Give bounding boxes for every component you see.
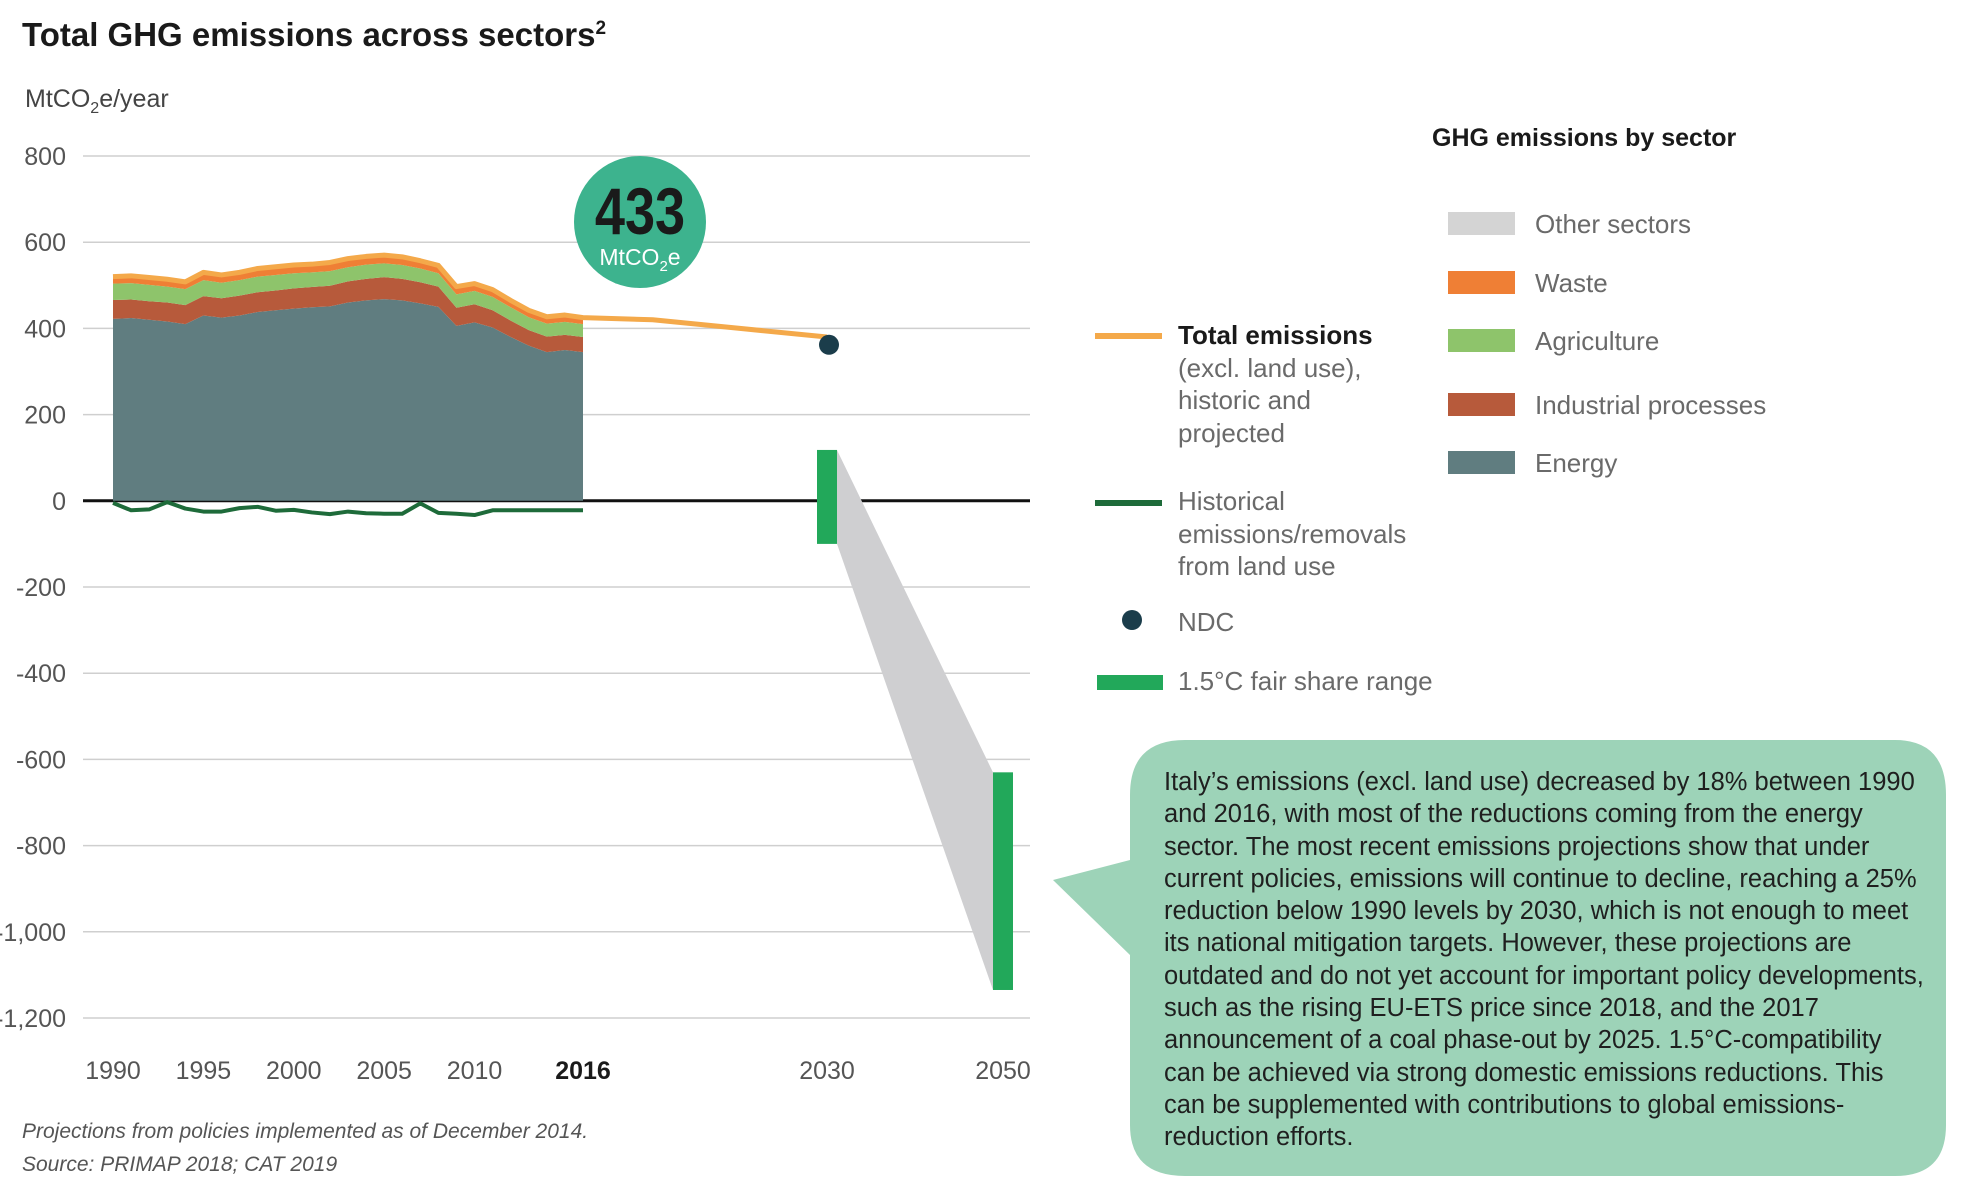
legend-ndc-marker bbox=[1122, 610, 1142, 630]
y-tick-label: -200 bbox=[16, 574, 66, 602]
legend-total-label: Total emissions (excl. land use), histori… bbox=[1178, 320, 1373, 448]
badge-unit: MtCO2e bbox=[599, 244, 680, 275]
y-tick-label: -800 bbox=[16, 833, 66, 861]
legend-ndc-label: NDC bbox=[1178, 607, 1235, 637]
land-use-line bbox=[112, 500, 583, 518]
y-tick-label: 400 bbox=[24, 315, 66, 343]
y-tick-label: 800 bbox=[24, 143, 66, 171]
legend-fair-share-marker bbox=[1097, 675, 1163, 690]
callout-bubble bbox=[1053, 740, 1946, 1176]
legend-land-use-label: Historical emissions/removals from land … bbox=[1178, 486, 1407, 581]
sector-label: Agriculture bbox=[1535, 326, 1660, 356]
x-tick-label: 1995 bbox=[176, 1057, 232, 1085]
x-tick-label: 1990 bbox=[85, 1057, 141, 1085]
sector-label: Waste bbox=[1535, 268, 1608, 298]
y-tick-label: -400 bbox=[16, 660, 66, 688]
area-industrial-processes bbox=[113, 277, 583, 353]
fair-share-connector bbox=[837, 449, 993, 990]
x-tick-label: 2010 bbox=[447, 1057, 503, 1085]
y-tick-label: 0 bbox=[52, 488, 66, 516]
area-agriculture bbox=[113, 263, 583, 338]
y-tick-label: -1,200 bbox=[0, 1005, 66, 1033]
total-2016-badge: 433 MtCO2e bbox=[574, 156, 706, 288]
sector-label: Other sectors bbox=[1535, 209, 1692, 239]
sector-swatch bbox=[1448, 393, 1515, 416]
sector-legend-title: GHG emissions by sector bbox=[1432, 124, 1737, 152]
total-emissions-line bbox=[112, 252, 828, 340]
y-tick-label: -1,000 bbox=[0, 919, 66, 947]
sector-areas bbox=[113, 255, 583, 501]
fair-share-bar bbox=[993, 772, 1013, 990]
callout-text: Italy’s emissions (excl. land use) decre… bbox=[1164, 768, 1924, 1152]
y-axis-ticks: 800 600 400 200 0 -200 -400 -600 -800 -1,000 -1,20… bbox=[0, 143, 66, 1033]
x-tick-label: 2050 bbox=[975, 1057, 1031, 1085]
fair-share-bar bbox=[817, 449, 837, 544]
sector-swatch bbox=[1448, 271, 1515, 294]
y-axis-unit-label: MtCO2e/year bbox=[25, 85, 169, 117]
badge-circle bbox=[574, 156, 706, 288]
x-axis-ticks: 1990 1995 2000 2005 2010 2016 2030 2050 bbox=[85, 1057, 1031, 1085]
projection-note: Projections from policies implemented as… bbox=[22, 1120, 589, 1143]
emission-lines bbox=[112, 252, 839, 518]
x-tick-label: 2000 bbox=[266, 1057, 322, 1085]
x-tick-label: 2030 bbox=[799, 1057, 855, 1085]
y-tick-label: 600 bbox=[24, 229, 66, 257]
source-note: Source: PRIMAP 2018; CAT 2019 bbox=[22, 1153, 338, 1176]
sector-swatch bbox=[1448, 451, 1515, 474]
legend-fair-share-label: 1.5°C fair share range bbox=[1178, 666, 1433, 696]
x-tick-label: 2005 bbox=[356, 1057, 412, 1085]
fair-share-range bbox=[817, 449, 1013, 990]
sector-swatch bbox=[1448, 329, 1515, 352]
x-tick-label: 2016 bbox=[555, 1057, 611, 1085]
y-tick-label: -600 bbox=[16, 746, 66, 774]
sector-label: Industrial processes bbox=[1535, 390, 1767, 420]
badge-value: 433 bbox=[595, 174, 685, 248]
sector-label: Energy bbox=[1535, 448, 1618, 478]
sector-swatch bbox=[1448, 212, 1515, 235]
y-tick-label: 200 bbox=[24, 402, 66, 430]
chart-title: Total GHG emissions across sectors2 bbox=[22, 16, 607, 53]
area-energy bbox=[113, 299, 583, 501]
ndc-point bbox=[819, 334, 839, 355]
